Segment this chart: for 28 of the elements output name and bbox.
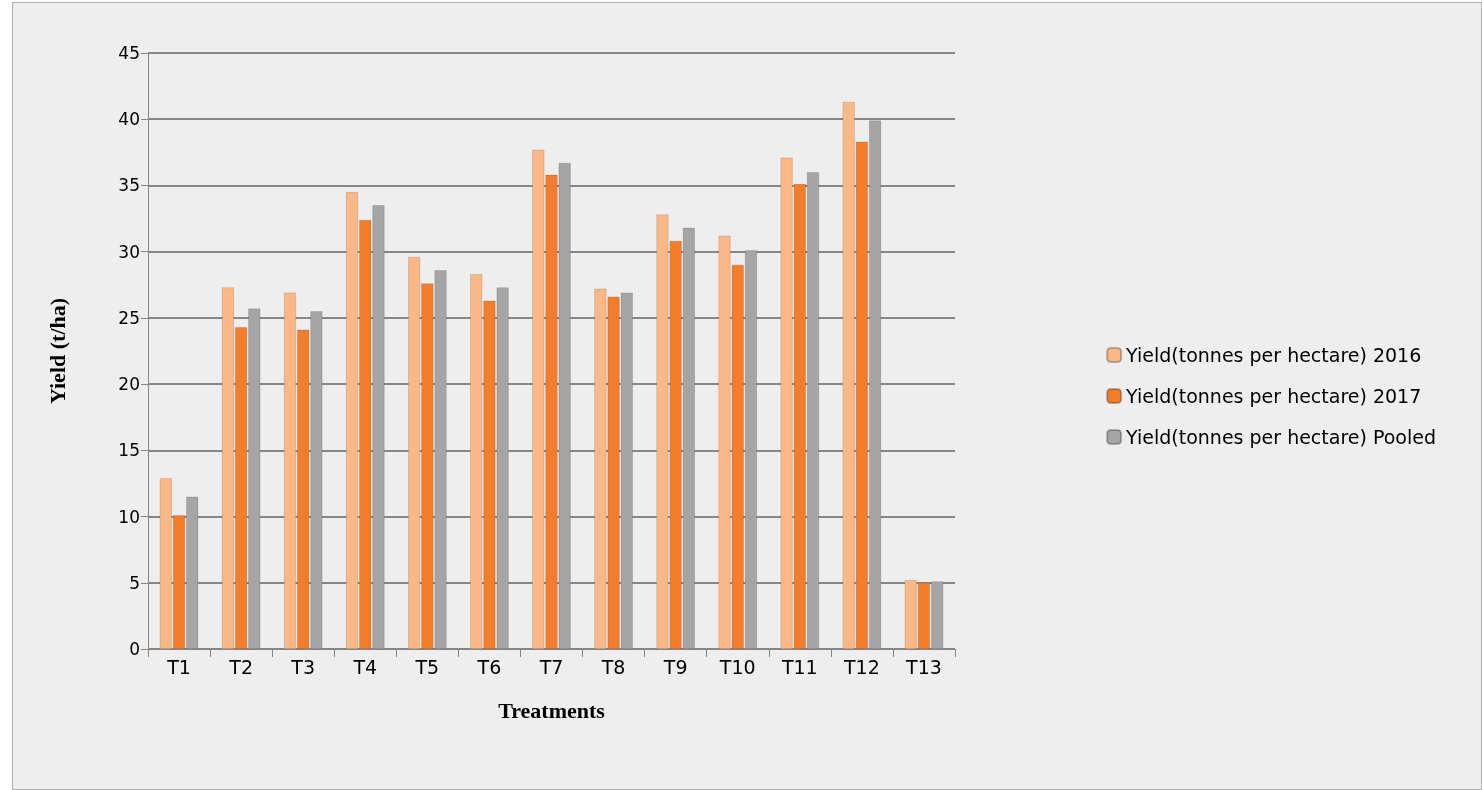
y-tick-label: 15	[118, 440, 140, 461]
x-tick-label: T5	[414, 655, 440, 678]
x-tick-label: T7	[538, 655, 564, 678]
x-tick-label: T13	[905, 655, 942, 678]
y-tick-label: 35	[118, 175, 140, 196]
y-tick-label: 20	[118, 374, 140, 395]
y-axis-title: Yield (t/ha)	[44, 297, 70, 405]
legend-label: Yield(tonnes per hectare) Pooled	[1125, 426, 1437, 448]
x-tick-label: T12	[842, 655, 880, 678]
x-tick-label: T3	[290, 655, 316, 678]
legend-label: Yield(tonnes per hectare) 2016	[1125, 344, 1422, 366]
x-tick-label: T11	[780, 655, 818, 678]
y-tick-label: 30	[118, 241, 140, 262]
x-tick-label: T4	[352, 655, 378, 678]
x-axis-title: Treatments	[498, 697, 606, 723]
legend-label: Yield(tonnes per hectare) 2017	[1125, 385, 1422, 407]
x-tick-label: T9	[662, 655, 688, 678]
x-tick-label: T10	[718, 655, 756, 678]
x-tick-label: T6	[476, 655, 502, 678]
x-tick-label: T2	[228, 655, 253, 678]
y-tick-label: 25	[118, 307, 140, 328]
x-tick-label: T1	[166, 655, 191, 678]
y-tick-label: 45	[118, 43, 140, 63]
y-tick-label: 0	[129, 639, 140, 659]
y-tick-label: 10	[118, 506, 140, 527]
y-tick-label: 40	[118, 109, 140, 130]
x-tick-label: T8	[600, 655, 626, 678]
y-tick-label: 5	[129, 572, 140, 593]
